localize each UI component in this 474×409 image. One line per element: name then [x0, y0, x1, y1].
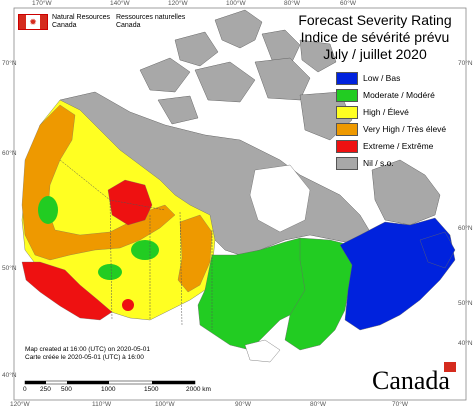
- scale-label-1500: 1500: [144, 386, 159, 393]
- longitude-label: 60°W: [340, 0, 356, 7]
- longitude-label: 120°W: [10, 401, 30, 408]
- moderate-spot-3: [98, 264, 122, 280]
- labrador-nil: [371, 159, 441, 226]
- title-en: Forecast Severity Rating: [298, 12, 452, 28]
- scale-label-500: 500: [61, 386, 72, 393]
- legend-swatch: [336, 122, 358, 136]
- moderate-spot-2: [131, 240, 159, 260]
- longitude-label: 140°W: [110, 0, 130, 7]
- longitude-label: 70°W: [392, 401, 408, 408]
- newfoundland-low: [419, 231, 456, 269]
- latitude-label: 50°N: [458, 300, 473, 307]
- scale-label-250: 250: [40, 386, 51, 393]
- longitude-label: 90°W: [235, 401, 251, 408]
- legend-item-extreme: Extreme / Extrême: [336, 138, 466, 154]
- legend-item-high: High / Élevé: [336, 104, 466, 120]
- map-title: Forecast Severity Rating Indice de sévér…: [285, 12, 465, 63]
- scale-label-0: 0: [23, 386, 27, 393]
- legend-item-low: Low / Bas: [336, 70, 466, 86]
- legend: Low / Bas Moderate / Modéré High / Élevé…: [336, 70, 466, 172]
- hudson-bay: [249, 164, 311, 233]
- province-boundaries: [59, 159, 213, 330]
- latitude-label: 40°N: [2, 372, 17, 379]
- longitude-label: 170°W: [32, 0, 52, 7]
- scale-label-1000: 1000: [101, 386, 116, 393]
- moderate-spot-1: [38, 196, 58, 224]
- longitude-label: 100°W: [226, 0, 246, 7]
- scale-label-2000: 2000 km: [186, 386, 211, 393]
- extreme-zone-north: [107, 179, 153, 226]
- extreme-zone-southwest: [21, 261, 113, 321]
- longitude-label: 120°W: [168, 0, 188, 7]
- legend-swatch: [336, 105, 358, 119]
- legend-swatch: [336, 156, 358, 170]
- very-high-zone-east: [177, 214, 213, 293]
- legend-item-very-high: Very High / Très élevé: [336, 121, 466, 137]
- legend-swatch: [336, 139, 358, 153]
- wordmark-flag-icon: [444, 362, 456, 372]
- legend-swatch: [336, 88, 358, 102]
- scale-bar: [24, 380, 196, 385]
- central-moderate-zone: [197, 237, 311, 351]
- extreme-spot: [122, 299, 134, 311]
- longitude-label: 80°W: [284, 0, 300, 7]
- government-signature: ✹ Natural Resources Canada Ressources na…: [18, 14, 185, 30]
- legend-swatch: [336, 71, 358, 85]
- legend-item-moderate: Moderate / Modéré: [336, 87, 466, 103]
- title-fr: Indice de sévérité prévu: [300, 29, 450, 45]
- department-name-fr: Ressources naturelles Canada: [115, 14, 186, 29]
- latitude-label: 50°N: [2, 265, 17, 272]
- longitude-label: 80°W: [310, 401, 326, 408]
- great-lakes: [244, 339, 281, 363]
- latitude-label: 70°N: [458, 60, 473, 67]
- department-name-en: Natural Resources Canada: [52, 14, 110, 29]
- map-creation-note: Map created at 16:00 (UTC) on 2020-05-01…: [25, 346, 151, 361]
- canada-flag-icon: ✹: [18, 14, 48, 30]
- longitude-label: 100°W: [155, 401, 175, 408]
- latitude-label: 60°N: [2, 150, 17, 157]
- latitude-label: 60°N: [458, 225, 473, 232]
- longitude-label: 110°W: [92, 401, 112, 408]
- latitude-label: 40°N: [458, 340, 473, 347]
- title-date: July / juillet 2020: [323, 46, 427, 62]
- legend-item-nil: Nil / s.o.: [336, 155, 466, 171]
- latitude-label: 70°N: [2, 60, 17, 67]
- canada-wordmark: Canada: [372, 366, 450, 395]
